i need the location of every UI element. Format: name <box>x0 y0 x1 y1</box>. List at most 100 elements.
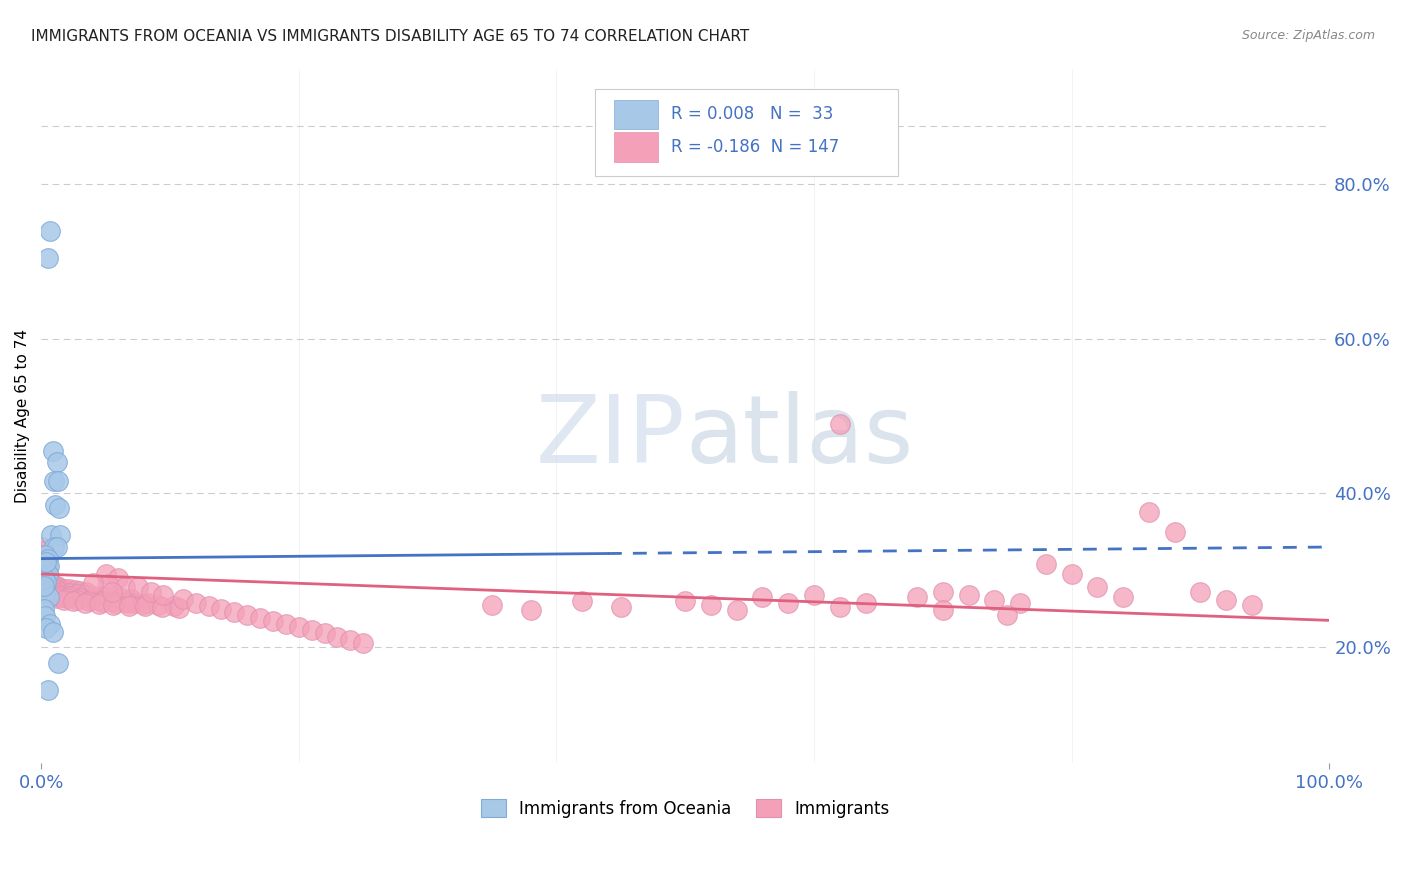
Point <box>287 620 309 634</box>
Point <box>42 540 65 554</box>
Point <box>41 528 63 542</box>
Point <box>44 588 66 602</box>
Point <box>39 586 62 600</box>
Point <box>91 590 114 604</box>
Point <box>44 584 66 599</box>
Point <box>167 601 190 615</box>
Point <box>610 600 633 615</box>
Point <box>35 573 58 587</box>
Point <box>39 575 62 590</box>
Point <box>45 591 67 605</box>
Point <box>34 548 56 562</box>
Point <box>46 656 69 670</box>
Point <box>995 607 1018 622</box>
Point <box>39 584 62 599</box>
Point <box>53 592 76 607</box>
Point <box>89 593 111 607</box>
Point <box>103 596 125 610</box>
Point <box>32 577 55 591</box>
Point <box>957 588 980 602</box>
Point <box>31 540 53 554</box>
Point <box>1060 567 1083 582</box>
Point <box>90 595 112 609</box>
Point <box>58 582 80 597</box>
Point <box>339 632 361 647</box>
Point <box>114 580 136 594</box>
Point <box>35 559 58 574</box>
Point <box>37 551 59 566</box>
Point <box>1010 596 1032 610</box>
Point <box>31 569 53 583</box>
Point <box>274 617 297 632</box>
Point <box>673 594 696 608</box>
Point <box>58 586 80 600</box>
Point <box>224 605 246 619</box>
Point <box>107 571 129 585</box>
Point <box>249 611 271 625</box>
Point <box>37 579 59 593</box>
Point <box>778 596 800 610</box>
Point <box>983 592 1005 607</box>
Point <box>152 588 174 602</box>
Point <box>41 588 63 602</box>
Point <box>39 617 62 632</box>
Point <box>135 596 157 610</box>
Point <box>38 559 60 574</box>
Point <box>62 594 84 608</box>
Y-axis label: Disability Age 65 to 74: Disability Age 65 to 74 <box>15 329 30 503</box>
Point <box>38 574 60 589</box>
Point <box>197 599 219 613</box>
Point <box>211 601 233 615</box>
Point <box>32 559 55 574</box>
Point <box>38 576 60 591</box>
Point <box>139 584 162 599</box>
Point <box>44 586 66 600</box>
Point <box>38 591 60 605</box>
Point <box>31 548 53 562</box>
Point <box>32 571 55 585</box>
Point <box>51 584 73 599</box>
Point <box>77 594 100 608</box>
Text: atlas: atlas <box>685 391 914 483</box>
Point <box>31 582 53 597</box>
Point <box>352 636 374 650</box>
Point <box>519 603 541 617</box>
Point <box>31 561 53 575</box>
Point <box>41 587 63 601</box>
Point <box>101 594 124 608</box>
Point <box>35 554 58 568</box>
FancyBboxPatch shape <box>614 132 658 161</box>
Point <box>932 603 955 617</box>
Point <box>41 576 63 591</box>
Point <box>39 224 62 238</box>
Point <box>49 528 72 542</box>
Point <box>53 582 76 597</box>
Point <box>184 596 207 610</box>
Point <box>34 609 56 624</box>
Point <box>97 577 120 591</box>
Point <box>69 591 91 605</box>
Point <box>134 599 156 614</box>
Point <box>48 590 70 604</box>
Point <box>45 540 67 554</box>
Point <box>262 614 284 628</box>
Point <box>34 572 56 586</box>
Point <box>87 597 110 611</box>
Point <box>103 598 125 612</box>
Point <box>38 580 60 594</box>
Point <box>35 566 58 581</box>
Point <box>48 501 70 516</box>
Point <box>150 600 173 615</box>
Point <box>75 584 97 599</box>
Point <box>101 591 124 605</box>
Point <box>828 600 851 615</box>
Point <box>1215 592 1237 607</box>
Point <box>49 590 72 604</box>
Point <box>34 565 56 579</box>
Point <box>34 563 56 577</box>
Point <box>73 596 96 610</box>
Text: Source: ZipAtlas.com: Source: ZipAtlas.com <box>1241 29 1375 42</box>
Point <box>1240 598 1263 612</box>
Point <box>94 567 117 582</box>
Point <box>82 576 104 591</box>
